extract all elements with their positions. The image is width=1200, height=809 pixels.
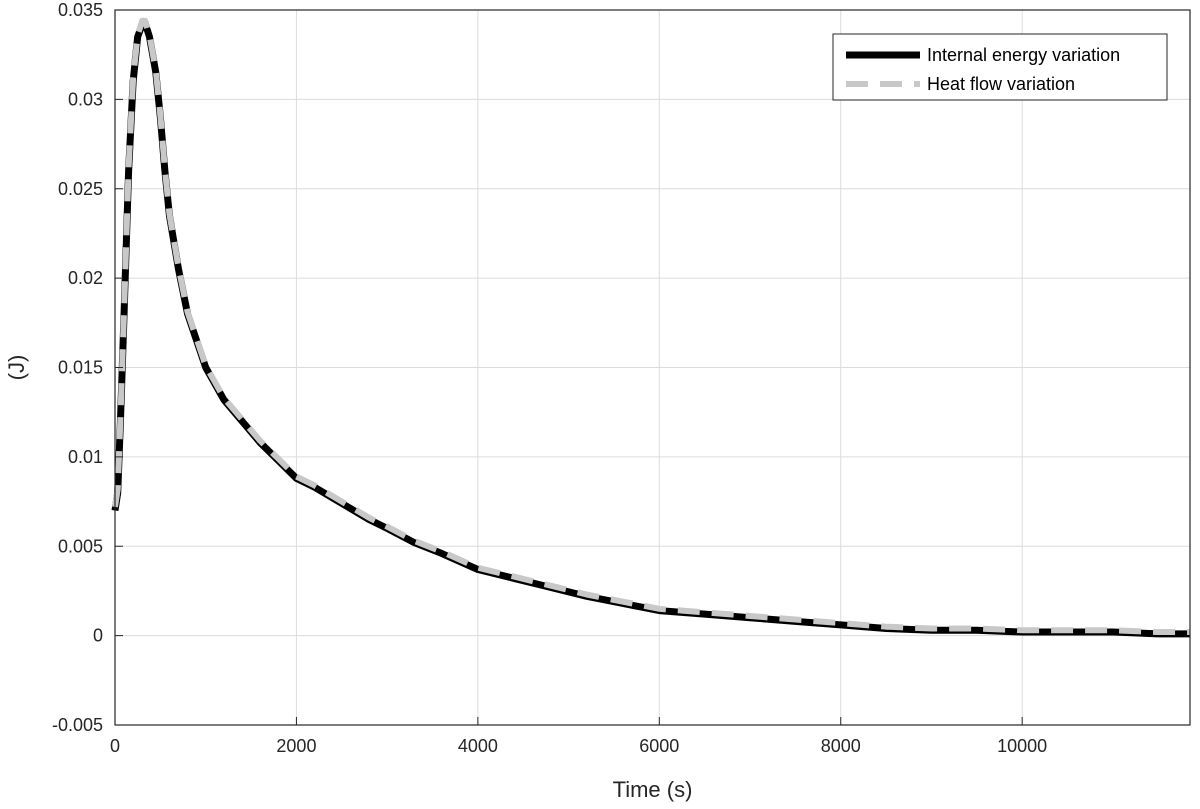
series-layer bbox=[111, 17, 1190, 638]
y-tick-label: 0.035 bbox=[58, 0, 103, 20]
x-axis: 0 2000 4000 6000 8000 10000 bbox=[110, 717, 1047, 756]
y-tick-label: 0.03 bbox=[68, 89, 103, 109]
x-tick-label: 10000 bbox=[997, 736, 1047, 756]
y-tick-label: -0.005 bbox=[52, 715, 103, 735]
legend-label-heat-flow: Heat flow variation bbox=[927, 74, 1075, 94]
y-tick-label: 0.02 bbox=[68, 268, 103, 288]
y-tick-label: 0.025 bbox=[58, 179, 103, 199]
y-tick-label: 0.015 bbox=[58, 358, 103, 378]
x-tick-label: 6000 bbox=[639, 736, 679, 756]
y-axis: -0.005 0 0.005 0.01 0.015 0.02 0.025 0.03 0.035 bbox=[52, 0, 123, 735]
y-axis-title: (J) bbox=[4, 355, 29, 381]
x-tick-label: 0 bbox=[110, 736, 120, 756]
x-tick-label: 4000 bbox=[458, 736, 498, 756]
x-tick-label: 2000 bbox=[276, 736, 316, 756]
legend: Internal energy variation Heat flow vari… bbox=[832, 33, 1168, 101]
y-tick-label: 0.005 bbox=[58, 536, 103, 556]
x-tick-label: 8000 bbox=[821, 736, 861, 756]
legend-box bbox=[832, 33, 1168, 101]
series-line-heat-flow bbox=[112, 17, 1190, 636]
legend-label-internal-energy: Internal energy variation bbox=[927, 45, 1120, 65]
y-tick-label: 0.01 bbox=[68, 447, 103, 467]
y-tick-label: 0 bbox=[93, 626, 103, 646]
x-axis-title: Time (s) bbox=[613, 777, 693, 802]
